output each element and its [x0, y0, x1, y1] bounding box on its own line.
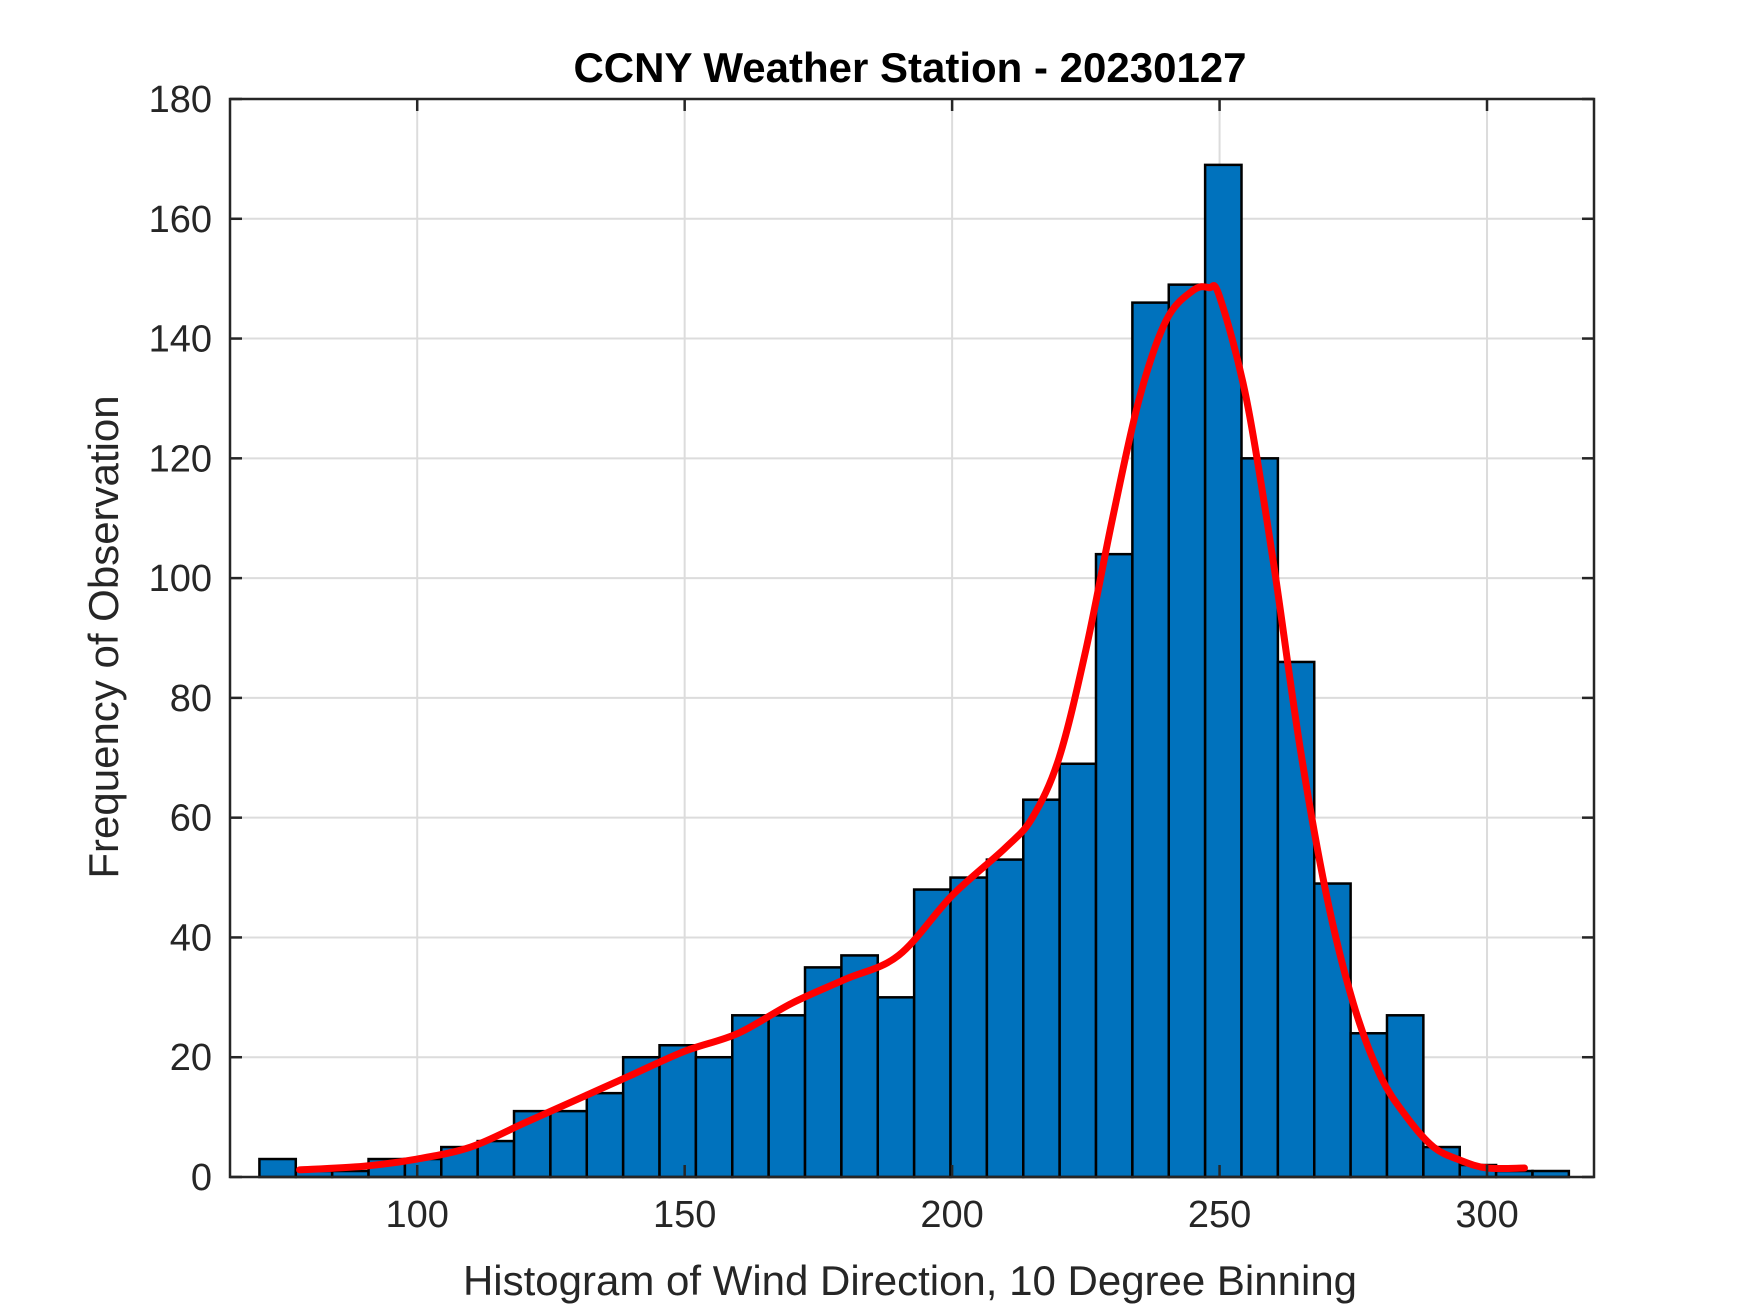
y-tick-label: 20 [170, 1037, 212, 1079]
histogram-bar [476, 1139, 516, 1179]
histogram-bar [1058, 762, 1098, 1179]
histogram-bar [985, 858, 1025, 1179]
histogram-bar [694, 1055, 734, 1179]
histogram-bar [1094, 552, 1134, 1179]
x-tick-label: 250 [1188, 1194, 1251, 1236]
chart-title: CCNY Weather Station - 20230127 [573, 44, 1246, 91]
y-axis-label: Frequency of Observation [80, 395, 127, 878]
fit-curve-line [296, 282, 1528, 1174]
histogram-bar [1167, 283, 1207, 1179]
y-tick-label: 140 [149, 319, 212, 361]
histogram-bar [803, 966, 843, 1179]
histogram-bar [258, 1157, 298, 1179]
histogram-bar [1203, 163, 1243, 1179]
y-tick-label: 180 [149, 79, 212, 121]
axes [228, 97, 1596, 1179]
y-tick-label: 120 [149, 438, 212, 480]
histogram-bars [258, 163, 1571, 1179]
y-tick-label: 160 [149, 199, 212, 241]
y-tick-label: 0 [191, 1157, 212, 1199]
histogram-bar [1276, 660, 1316, 1179]
x-tick-label: 150 [653, 1194, 716, 1236]
histogram-bar [876, 996, 916, 1179]
x-tick-label: 300 [1455, 1194, 1518, 1236]
y-tick-label: 100 [149, 558, 212, 600]
axes-box [228, 97, 1596, 1179]
tick-labels: 100 150 200 250 300 0 20 40 60 80 100 120 140 160 180 [149, 79, 1519, 1236]
y-tick-label: 80 [170, 678, 212, 720]
histogram-bar [658, 1043, 698, 1179]
y-tick-label: 60 [170, 798, 212, 840]
fit-curve-layer [296, 282, 1528, 1174]
histogram-bar [767, 1014, 807, 1179]
histogram-bar [731, 1014, 770, 1179]
x-tick-label: 100 [386, 1194, 449, 1236]
x-tick-label: 200 [920, 1194, 983, 1236]
x-axis-label: Histogram of Wind Direction, 10 Degree B… [463, 1257, 1357, 1304]
histogram-bar [549, 1109, 589, 1179]
histogram-bar [1131, 301, 1171, 1179]
histogram-bar [949, 876, 989, 1179]
histogram-bar [585, 1091, 625, 1179]
histogram-bar [1022, 798, 1061, 1179]
y-tick-label: 40 [170, 917, 212, 959]
histogram-bar [840, 954, 880, 1179]
